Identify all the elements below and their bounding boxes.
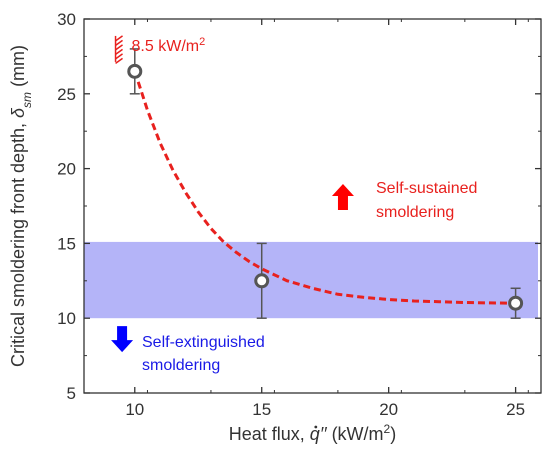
sustained-label-line: Self-sustained	[376, 180, 477, 197]
threshold-hatch	[115, 35, 123, 42]
shaded-region-layer	[84, 241, 538, 319]
y-axis-title-subscript: sm	[20, 92, 34, 108]
extinguished-label-line: Self-extinguished	[142, 334, 265, 351]
y-tick-label: 30	[57, 10, 76, 29]
x-axis-title-unit: (kW/m	[327, 424, 384, 444]
threshold-hatch	[115, 44, 123, 51]
x-axis-title-unit-exponent: 2	[384, 422, 391, 436]
y-tick-label: 10	[57, 309, 76, 328]
y-axis-title-unit: (mm)	[8, 45, 28, 92]
data-points-layer	[127, 48, 524, 319]
y-tick-label: 15	[57, 234, 76, 253]
y-axis-title-text: Critical smoldering front depth,	[8, 118, 28, 367]
threshold-hatch	[115, 48, 123, 56]
x-tick-label: 15	[252, 400, 271, 419]
x-axis-title-symbol: q	[310, 424, 320, 444]
y-tick-label: 25	[57, 85, 76, 104]
y-tick-label: 20	[57, 160, 76, 179]
data-point	[127, 63, 143, 79]
x-tick-label: 25	[506, 400, 525, 419]
threshold-hatch	[115, 53, 123, 60]
x-axis-title-unit-close: )	[390, 424, 396, 444]
data-point	[254, 273, 270, 289]
x-axis-title-prefix: Heat flux,	[229, 424, 310, 444]
annotations-layer: 8.5 kW/m2 Self-sustained smoldering Self-ex…	[111, 35, 477, 374]
threshold-hatch	[115, 39, 123, 47]
fit-curve-layer	[133, 70, 516, 305]
sustained-label-line: smoldering	[376, 204, 454, 221]
threshold-unit: kW/m	[154, 38, 199, 55]
shaded-band	[84, 241, 538, 319]
x-tick-label: 10	[125, 400, 144, 419]
threshold-label: 8.5 kW/m2	[132, 36, 206, 55]
y-tick-label: 5	[67, 384, 76, 403]
x-axis-title-dot	[314, 425, 318, 429]
threshold-unit-exponent: 2	[199, 36, 205, 48]
data-point	[508, 295, 524, 311]
x-tick-label: 20	[379, 400, 398, 419]
y-axis-title: Critical smoldering front depth, δsm (mm…	[8, 45, 34, 367]
threshold-value: 8.5	[132, 38, 154, 55]
extinguished-label-line: smoldering	[142, 357, 220, 374]
arrow-down-icon	[111, 326, 134, 353]
threshold-hatch	[115, 57, 123, 65]
arrow-up-icon	[331, 184, 354, 211]
x-axis-title-primes: ′′	[320, 424, 327, 444]
y-axis-title-symbol: δ	[8, 107, 28, 118]
fit-curve	[133, 70, 516, 305]
x-axis-title: Heat flux, q′′ (kW/m2)	[229, 422, 396, 444]
